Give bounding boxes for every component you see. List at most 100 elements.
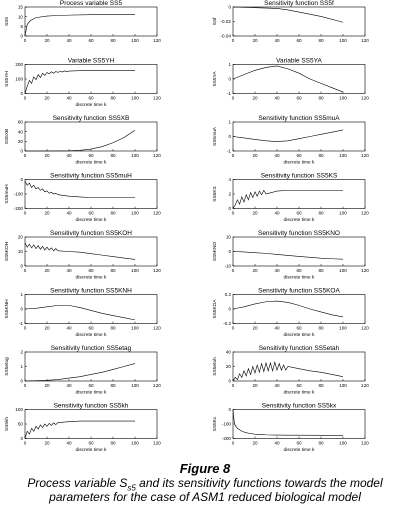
series-line-1 [232, 65, 344, 93]
x-tick-label: 60 [88, 441, 94, 446]
x-tick-label: 120 [361, 153, 369, 158]
y-tick-label: 40 [226, 350, 232, 355]
chart-panel-15: Sensitivity function SS5kh 0 20 40 60 80 100 12… [4, 403, 161, 454]
x-tick-label: 0 [232, 153, 235, 158]
series-line-1 [24, 70, 135, 94]
series-line-1 [232, 6, 344, 23]
x-tick-label: 0 [232, 211, 235, 216]
y-tick-label: 20 [226, 364, 232, 369]
x-tick-label: 40 [274, 153, 280, 158]
x-tick-label: 60 [88, 211, 94, 216]
y-axis-label: SS5KOH [4, 241, 10, 261]
y-tick-label: 0 [228, 5, 231, 10]
chart-title: Sensitivity function SS5muH [50, 173, 132, 180]
series-line-1 [232, 360, 344, 382]
x-tick-label: 120 [361, 326, 369, 331]
x-tick-label: 100 [131, 326, 139, 331]
x-tick-label: 20 [252, 268, 258, 273]
chart-title: Sensitivity function SS5muA [258, 115, 340, 122]
series-line-1 [232, 300, 344, 318]
x-tick-label: 40 [274, 441, 280, 446]
chart-panel-5: Sensitivity function SS5XB 0 20 40 60 80 100 12… [4, 115, 161, 166]
x-tick-label: 0 [232, 268, 235, 273]
caption-subscript: s5 [127, 483, 136, 493]
x-tick-label: 60 [296, 326, 302, 331]
x-tick-label: 20 [44, 38, 50, 43]
x-tick-label: 120 [153, 268, 161, 273]
y-tick-label: 2 [228, 192, 231, 197]
x-axis-label: discrete time k [284, 447, 316, 453]
x-tick-label: 0 [232, 96, 235, 101]
caption-text-post: and its sensitivity functions towards th… [135, 476, 383, 490]
x-tick-label: 60 [88, 326, 94, 331]
plot-frame [24, 6, 158, 37]
y-axis-label: SS5YH [4, 71, 10, 87]
x-tick-label: 20 [252, 153, 258, 158]
x-tick-label: 60 [296, 441, 302, 446]
y-axis-label: SS5kh [4, 417, 10, 431]
x-axis-label: discrete time k [76, 390, 108, 396]
y-axis-label: SS5muA [212, 126, 218, 146]
x-tick-label: 120 [361, 268, 369, 273]
x-tick-label: 120 [361, 383, 369, 388]
series-line-1 [24, 180, 135, 198]
x-tick-label: 100 [339, 153, 347, 158]
figure-title: Figure 8 [179, 461, 231, 476]
plot-frame [232, 236, 366, 267]
y-axis-label: SS5etah [212, 357, 218, 376]
chart-panel-16: Sensitivity function SS5kx 0 20 40 60 80 100 12… [212, 403, 369, 454]
x-tick-label: 20 [44, 383, 50, 388]
x-tick-label: 80 [318, 326, 324, 331]
y-axis-label: SS5muH [4, 184, 10, 204]
y-tick-label: -1 [19, 321, 24, 326]
x-axis-label: discrete time k [76, 102, 108, 108]
x-axis-label: discrete time k [76, 217, 108, 223]
y-tick-label: 60 [18, 120, 24, 125]
x-tick-label: 40 [66, 326, 72, 331]
y-tick-label: 0 [228, 77, 231, 82]
x-tick-label: 100 [131, 268, 139, 273]
y-tick-label: -200 [222, 436, 232, 441]
y-tick-label: 1 [228, 120, 231, 125]
y-tick-label: 0 [20, 264, 23, 269]
y-tick-label: 10 [18, 14, 24, 19]
chart-panel-2: Sensitivity function SS5f 0 20 40 60 80 100 120… [212, 0, 369, 43]
x-tick-label: 40 [274, 268, 280, 273]
x-tick-label: 0 [232, 326, 235, 331]
y-axis-label: SSf [212, 17, 218, 25]
x-tick-label: 0 [24, 153, 27, 158]
x-tick-label: 120 [153, 383, 161, 388]
y-tick-label: 15 [18, 5, 24, 10]
y-axis-label: SS5YA [212, 71, 218, 87]
chart-title: Sensitivity function SS5f [264, 0, 334, 7]
x-tick-label: 40 [274, 211, 280, 216]
x-tick-label: 80 [318, 211, 324, 216]
y-tick-label: -100 [14, 192, 24, 197]
x-tick-label: 120 [153, 96, 161, 101]
plot-frame [24, 121, 158, 152]
y-tick-label: 0 [228, 407, 231, 412]
y-tick-label: -1 [227, 91, 232, 96]
y-tick-label: 100 [15, 407, 23, 412]
y-tick-label: 5 [20, 24, 23, 29]
y-tick-label: -100 [222, 422, 232, 427]
chart-title: Process variable SS5 [60, 0, 123, 7]
y-axis-label: SS5KOA [212, 299, 218, 319]
x-tick-label: 80 [110, 96, 116, 101]
chart-panel-7: Sensitivity function SS5muH 0 20 40 60 80 100 1… [4, 173, 161, 224]
series-line-1 [232, 129, 344, 142]
x-axis-label: discrete time k [284, 275, 316, 281]
plot-frame [24, 64, 158, 94]
x-tick-label: 80 [318, 383, 324, 388]
x-tick-label: 120 [153, 326, 161, 331]
y-tick-label: 0 [20, 177, 23, 182]
y-tick-label: 0 [228, 307, 231, 312]
series-line-1 [24, 363, 136, 382]
x-tick-label: 0 [232, 383, 235, 388]
x-tick-label: 80 [318, 441, 324, 446]
x-tick-label: 0 [24, 96, 27, 101]
y-axis-label: SS5KNH [4, 299, 10, 319]
chart-title: Variable SS5YH [68, 58, 115, 65]
y-tick-label: 40 [18, 129, 24, 134]
